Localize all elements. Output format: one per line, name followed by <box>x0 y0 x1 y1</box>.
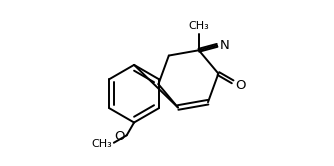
Text: CH₃: CH₃ <box>91 139 112 149</box>
Text: O: O <box>114 130 124 143</box>
Text: N: N <box>220 39 229 52</box>
Text: CH₃: CH₃ <box>188 21 209 31</box>
Text: O: O <box>235 79 246 92</box>
